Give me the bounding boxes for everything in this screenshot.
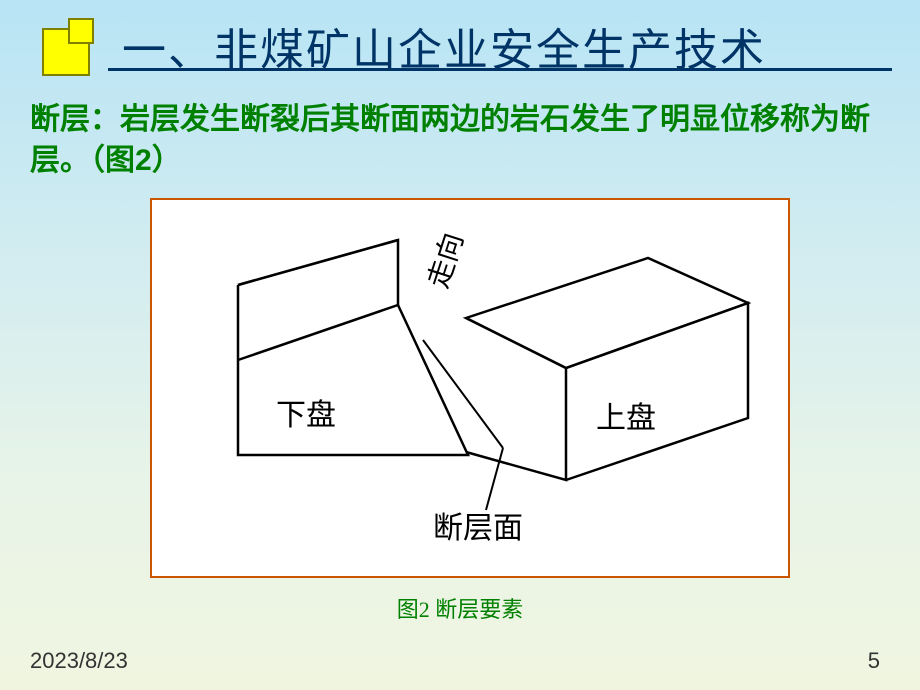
desc-prefix: 断层： bbox=[30, 103, 120, 136]
slide-icon bbox=[42, 18, 100, 76]
desc-num: 2 bbox=[135, 144, 152, 177]
slide-date: 2023/8/23 bbox=[30, 648, 128, 674]
fault-plane-line bbox=[423, 340, 503, 448]
right-side-face bbox=[566, 303, 748, 480]
right-top-face bbox=[466, 258, 748, 368]
right-front-left bbox=[466, 318, 566, 480]
left-back-top bbox=[238, 240, 398, 305]
icon-inner-square bbox=[68, 18, 94, 44]
left-top-back-edge bbox=[238, 240, 398, 285]
left-front-face bbox=[238, 305, 468, 455]
description-text: 断层：岩层发生断裂后其断面两边的岩石发生了明显位移称为断层。（图2） bbox=[30, 100, 890, 181]
figure-caption: 图2 断层要素 bbox=[0, 592, 920, 624]
desc-suffix: ） bbox=[152, 144, 182, 177]
label-shangpan: 上盘 bbox=[596, 402, 656, 435]
diagram-container: 走向 下盘 上盘 断层面 bbox=[150, 198, 790, 578]
label-duancengmian: 断层面 bbox=[433, 512, 523, 545]
title-underline bbox=[108, 68, 892, 71]
label-xiapan: 下盘 bbox=[276, 399, 336, 432]
label-zouxiang: 走向 bbox=[422, 230, 470, 292]
page-number: 5 bbox=[868, 648, 880, 674]
fault-diagram: 走向 下盘 上盘 断层面 bbox=[208, 230, 768, 570]
